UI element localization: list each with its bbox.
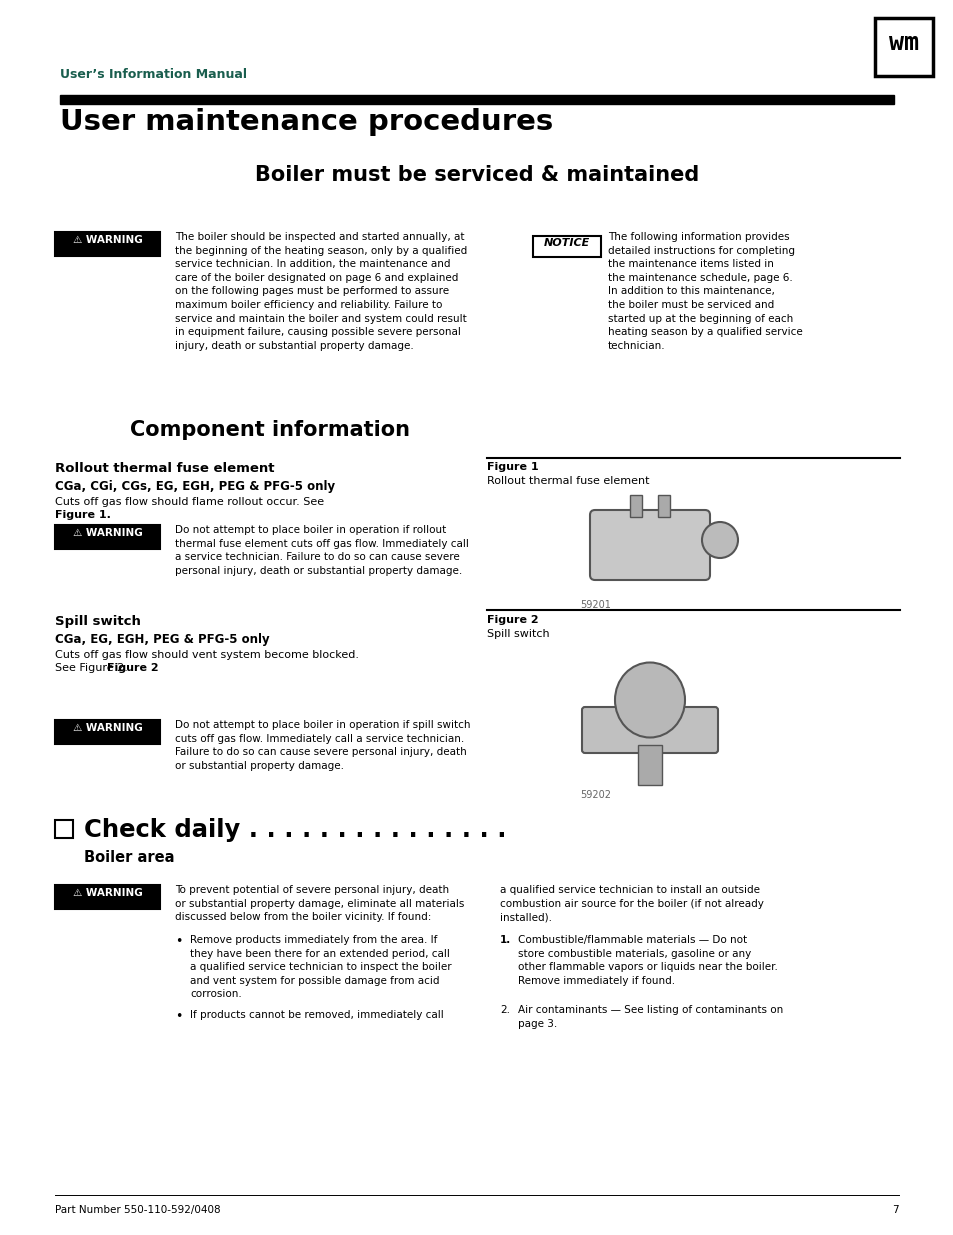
Text: User’s Information Manual: User’s Information Manual [60, 68, 247, 82]
Text: Figure 2: Figure 2 [486, 615, 538, 625]
Text: Air contaminants — See listing of contaminants on
page 3.: Air contaminants — See listing of contam… [517, 1005, 782, 1029]
FancyBboxPatch shape [589, 510, 709, 580]
Text: Part Number 550-110-592/0408: Part Number 550-110-592/0408 [55, 1205, 220, 1215]
Text: Boiler area: Boiler area [84, 850, 174, 864]
Text: See Figure 2.: See Figure 2. [55, 663, 128, 673]
Text: Remove products immediately from the area. If
they have been there for an extend: Remove products immediately from the are… [190, 935, 451, 999]
Text: wm: wm [888, 31, 918, 56]
Text: NOTICE: NOTICE [543, 238, 590, 248]
Text: CGa, EG, EGH, PEG & PFG-5 only: CGa, EG, EGH, PEG & PFG-5 only [55, 634, 270, 646]
Text: If products cannot be removed, immediately call: If products cannot be removed, immediate… [190, 1010, 443, 1020]
Text: Spill switch: Spill switch [486, 629, 549, 638]
Ellipse shape [615, 662, 684, 737]
Bar [55, 820, 73, 839]
Text: •: • [174, 1010, 182, 1023]
Text: 7: 7 [891, 1205, 898, 1215]
Circle shape [701, 522, 738, 558]
Text: Component information: Component information [130, 420, 410, 440]
Text: ⚠ WARNING: ⚠ WARNING [72, 722, 142, 734]
Text: Do not attempt to place boiler in operation if spill switch
cuts off gas flow. I: Do not attempt to place boiler in operat… [174, 720, 470, 771]
Text: Figure 2: Figure 2 [107, 663, 158, 673]
Text: 1.: 1. [499, 935, 511, 945]
Bar [874, 19, 932, 77]
Text: Figure 1.: Figure 1. [55, 510, 111, 520]
Bar [533, 236, 600, 257]
Text: The following information provides
detailed instructions for completing
the main: The following information provides detai… [607, 232, 801, 351]
Bar [629, 495, 641, 517]
Bar [55, 885, 160, 909]
Text: CGa, CGi, CGs, EG, EGH, PEG & PFG-5 only: CGa, CGi, CGs, EG, EGH, PEG & PFG-5 only [55, 480, 335, 493]
Text: ⚠ WARNING: ⚠ WARNING [72, 235, 142, 245]
Bar [55, 720, 160, 743]
Text: Figure 1: Figure 1 [486, 462, 538, 472]
Text: 59202: 59202 [579, 790, 610, 800]
Text: Cuts off gas flow should vent system become blocked.: Cuts off gas flow should vent system bec… [55, 650, 358, 659]
Text: Do not attempt to place boiler in operation if rollout
thermal fuse element cuts: Do not attempt to place boiler in operat… [174, 525, 468, 576]
FancyBboxPatch shape [581, 706, 718, 753]
Text: a qualified service technician to install an outside
combustion air source for t: a qualified service technician to instal… [499, 885, 763, 923]
Bar [55, 232, 160, 256]
Text: Spill switch: Spill switch [55, 615, 141, 629]
Text: User maintenance procedures: User maintenance procedures [60, 107, 553, 136]
Text: ⚠ WARNING: ⚠ WARNING [72, 888, 142, 898]
Text: Combustible/flammable materials — Do not
store combustible materials, gasoline o: Combustible/flammable materials — Do not… [517, 935, 777, 986]
Text: ⚠ WARNING: ⚠ WARNING [72, 529, 142, 538]
Bar [638, 745, 661, 785]
Text: Check daily . . . . . . . . . . . . . . .: Check daily . . . . . . . . . . . . . . … [84, 818, 506, 842]
Text: The boiler should be inspected and started annually, at
the beginning of the hea: The boiler should be inspected and start… [174, 232, 467, 351]
Text: Rollout thermal fuse element: Rollout thermal fuse element [486, 475, 649, 487]
Text: Rollout thermal fuse element: Rollout thermal fuse element [55, 462, 274, 475]
Bar [658, 495, 669, 517]
Text: Boiler must be serviced & maintained: Boiler must be serviced & maintained [254, 165, 699, 185]
Bar [60, 95, 893, 104]
Text: 2.: 2. [499, 1005, 510, 1015]
Text: •: • [174, 935, 182, 948]
Text: To prevent potential of severe personal injury, death
or substantial property da: To prevent potential of severe personal … [174, 885, 464, 923]
Text: 59201: 59201 [579, 600, 610, 610]
Text: Cuts off gas flow should flame rollout occur. See: Cuts off gas flow should flame rollout o… [55, 496, 324, 508]
Bar [55, 525, 160, 550]
